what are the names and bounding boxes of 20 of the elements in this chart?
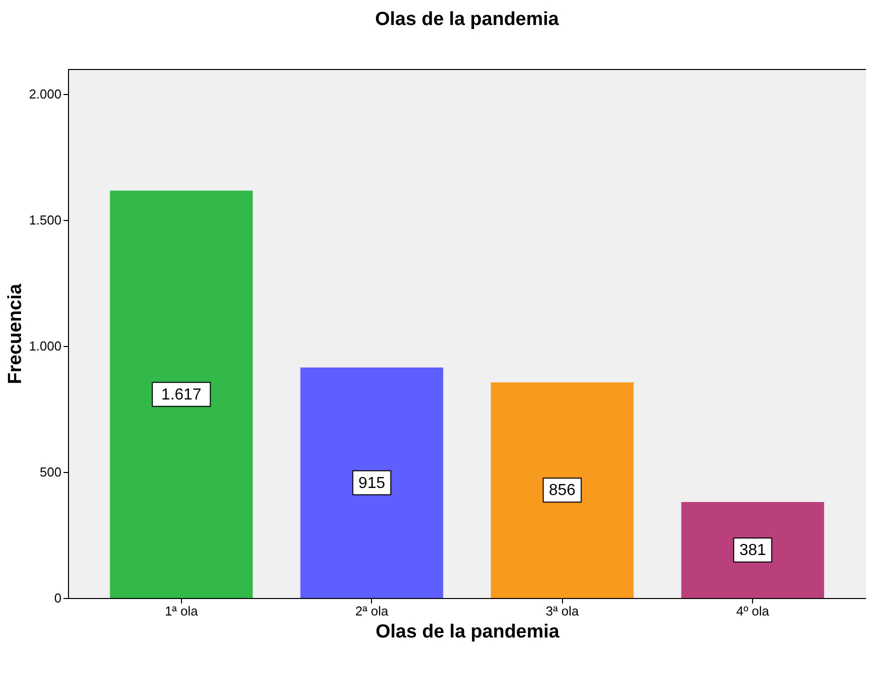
bar bbox=[110, 190, 253, 598]
bar bbox=[490, 382, 634, 598]
y-tick-label: 0 bbox=[54, 590, 62, 606]
y-tick-label: 2.000 bbox=[28, 86, 62, 102]
data-label: 915 bbox=[358, 474, 386, 492]
x-axis-title: Olas de la pandemia bbox=[376, 622, 560, 642]
chart-title: Olas de la pandemia bbox=[375, 9, 560, 30]
data-label: 856 bbox=[548, 482, 576, 500]
y-axis-title: Frecuencia bbox=[4, 283, 26, 384]
y-tick-label: 1.000 bbox=[28, 338, 62, 354]
y-tick-label: 1.500 bbox=[28, 212, 62, 228]
x-tick-label: 4º ola bbox=[736, 604, 770, 618]
y-tick-label: 500 bbox=[40, 464, 62, 480]
x-tick-label: 3ª ola bbox=[546, 604, 580, 618]
data-label: 1.617 bbox=[161, 386, 202, 404]
data-label: 381 bbox=[739, 542, 766, 560]
x-tick-label: 1ª ola bbox=[164, 604, 199, 618]
bar bbox=[681, 502, 824, 598]
bar bbox=[300, 368, 444, 598]
x-tick-label: 2ª ola bbox=[355, 604, 390, 618]
